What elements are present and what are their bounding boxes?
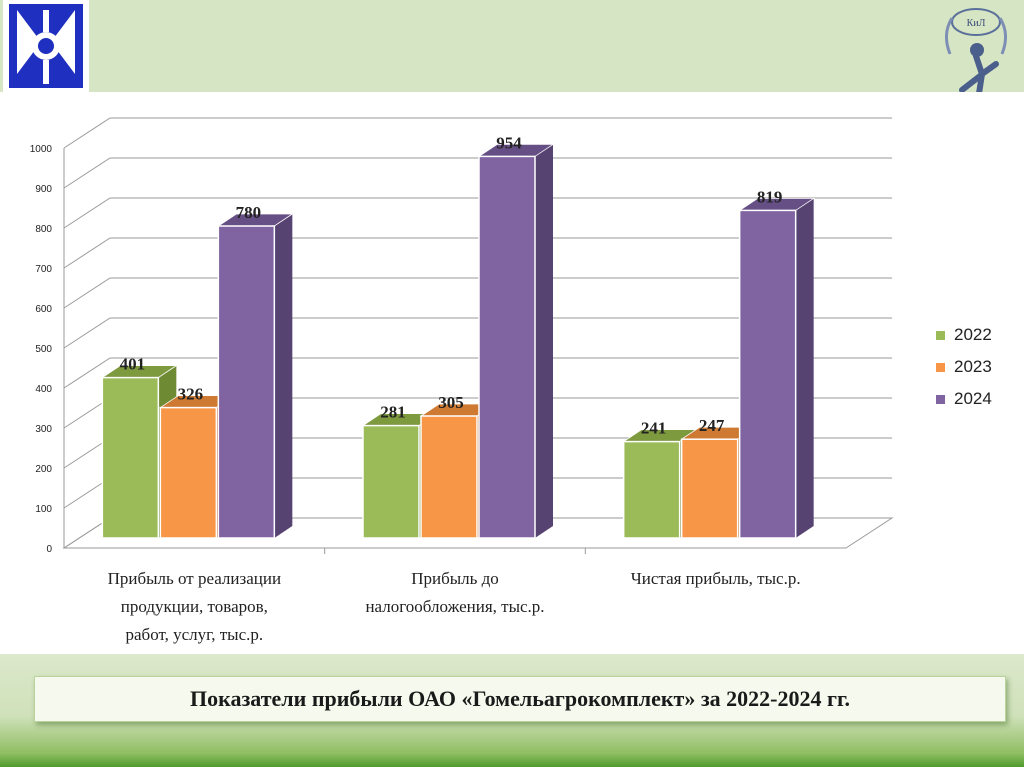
x-category-label: Прибыль от реализации: [108, 569, 281, 588]
data-label: 281: [380, 403, 406, 422]
gridline: [63, 197, 892, 229]
bar-2023-1: [159, 406, 218, 539]
y-tick-label: 400: [35, 384, 52, 395]
data-label: 326: [178, 385, 204, 404]
bar-2022-3: [622, 440, 681, 539]
bar-2023-3: [680, 438, 739, 539]
bar-2022-2: [362, 424, 420, 539]
y-tick-label: 800: [35, 224, 52, 235]
data-label: 305: [438, 393, 464, 412]
y-tick-label: 300: [35, 424, 52, 435]
legend-entry: 2024: [954, 389, 992, 408]
y-tick-label: 900: [35, 184, 52, 195]
caption-box: Показатели прибыли ОАО «Гомельагрокомпле…: [34, 676, 1006, 722]
x-category-label: Прибыль до: [411, 569, 499, 588]
slide-caption: Показатели прибыли ОАО «Гомельагрокомпле…: [190, 686, 850, 711]
bar-2022-1: [101, 376, 160, 539]
bar-2024-2: [478, 155, 536, 539]
y-tick-label: 500: [35, 344, 52, 355]
bar-2023-2: [420, 415, 478, 539]
legend-entry: 2022: [954, 325, 992, 344]
x-category-label: Чистая прибыль, тыс.р.: [631, 569, 801, 588]
gridline: [63, 237, 892, 269]
header-band: [0, 0, 1024, 92]
gridline: [63, 117, 892, 149]
gridline: [63, 317, 892, 349]
bar-2024-3: [738, 209, 797, 539]
y-tick-label: 600: [35, 304, 52, 315]
bar-2024-1: [217, 225, 276, 539]
emblem-text: КиЛ: [967, 18, 986, 29]
bar-side: [274, 214, 293, 538]
company-logo: [3, 0, 89, 92]
x-category-label: налогообложения, тыс.р.: [365, 597, 544, 616]
data-label: 247: [699, 416, 725, 435]
bar-side: [795, 198, 814, 538]
data-label: 401: [120, 355, 146, 374]
legend-entry: 2023: [954, 357, 992, 376]
y-tick-label: 1000: [30, 144, 53, 155]
x-category-label: работ, услуг, тыс.р.: [126, 625, 264, 644]
gridline: [63, 357, 892, 389]
legend-swatch-2024: [936, 395, 945, 404]
x-category-label: продукции, товаров,: [121, 597, 268, 616]
gridline: [63, 157, 892, 189]
legend-swatch-2023: [936, 363, 945, 372]
y-tick-label: 0: [46, 544, 52, 555]
bar-side: [535, 144, 553, 538]
data-label: 241: [641, 419, 667, 438]
gridline: [63, 277, 892, 309]
data-label: 954: [496, 133, 522, 152]
y-tick-label: 100: [35, 504, 52, 515]
data-label: 819: [757, 187, 783, 206]
y-tick-label: 700: [35, 264, 52, 275]
legend-swatch-2022: [936, 331, 945, 340]
y-tick-label: 200: [35, 464, 52, 475]
data-label: 780: [236, 203, 262, 222]
